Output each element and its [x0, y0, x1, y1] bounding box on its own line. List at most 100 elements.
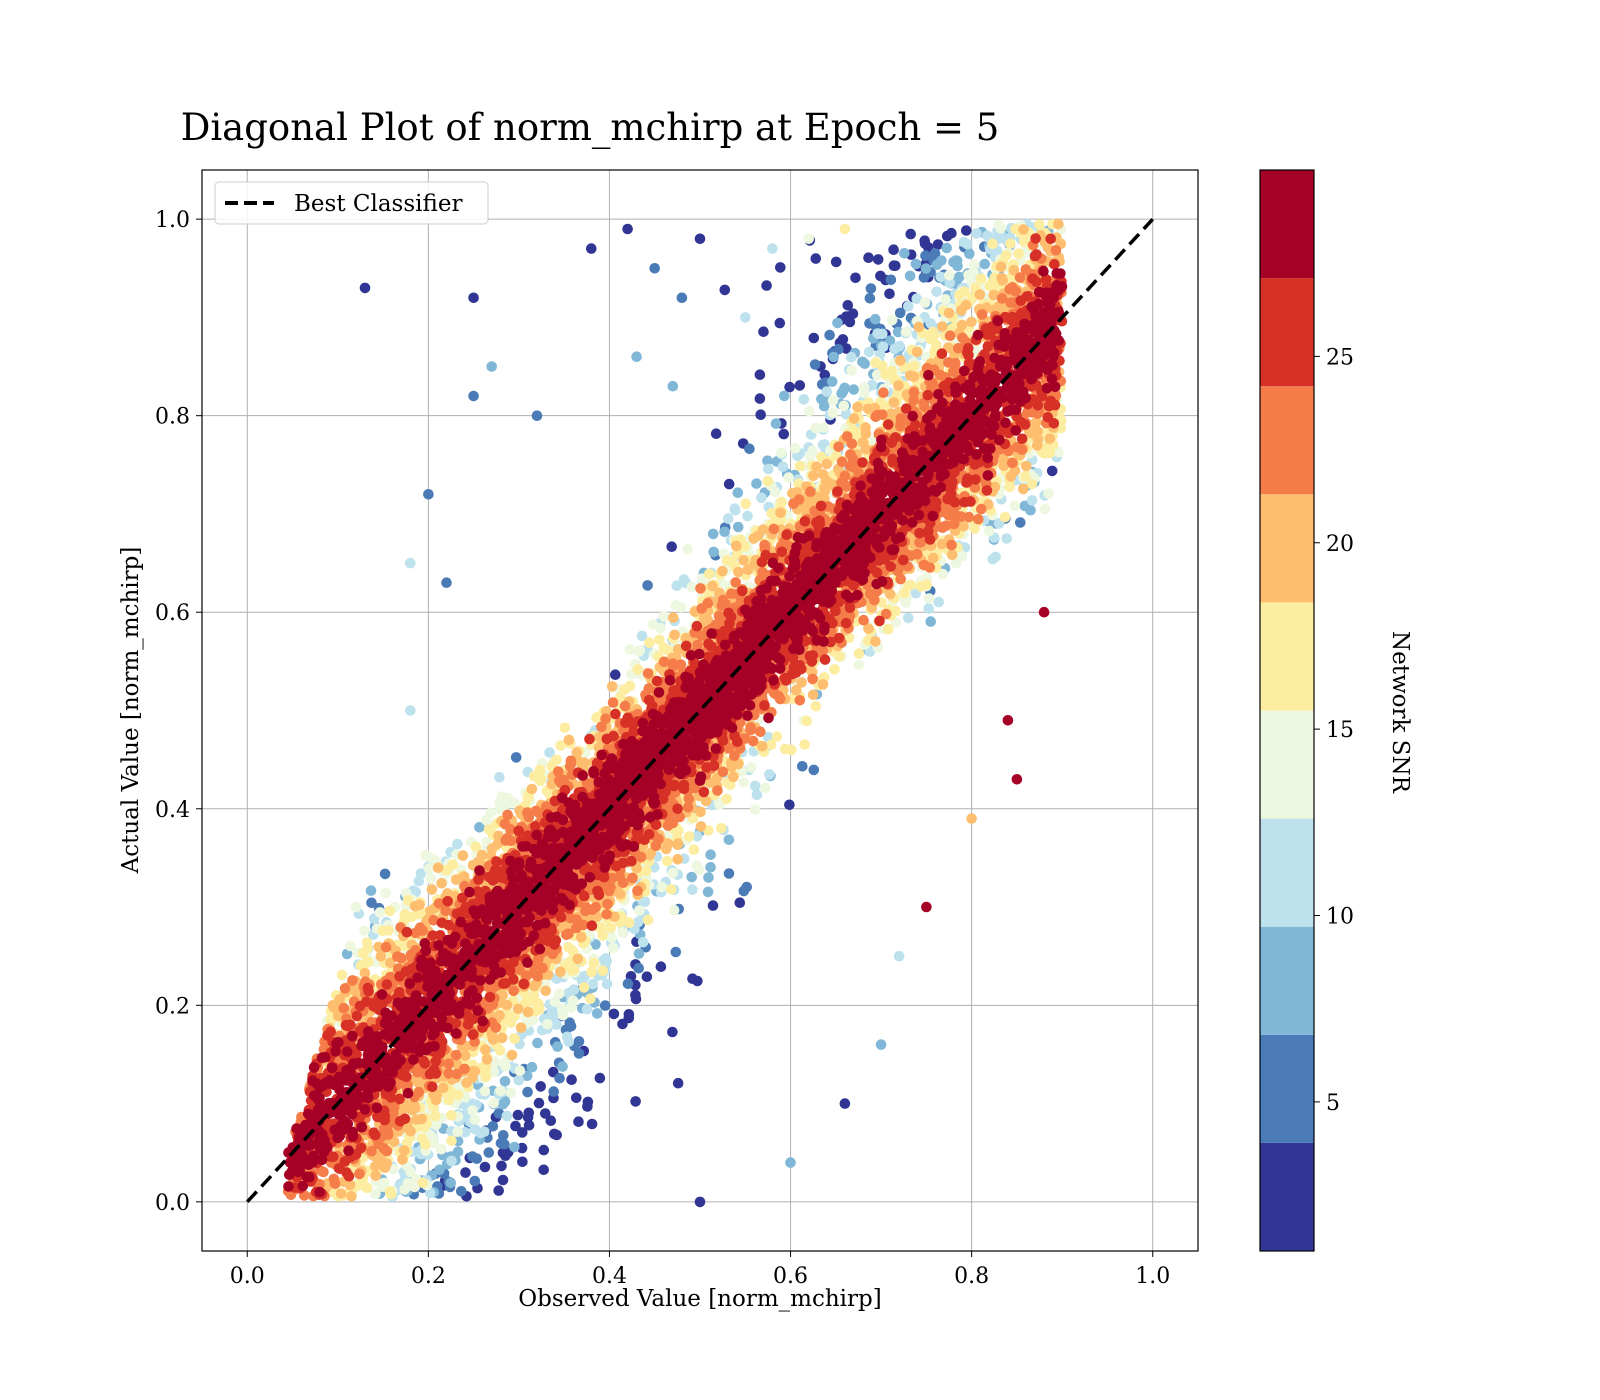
- scatter-point: [839, 470, 851, 482]
- scatter-point: [937, 568, 948, 580]
- scatter-point: [841, 431, 853, 442]
- scatter-point: [817, 679, 829, 690]
- scatter-point: [641, 865, 652, 877]
- scatter-point: [327, 1000, 339, 1011]
- scatter-point: [1018, 236, 1030, 247]
- scatter-point: [797, 761, 808, 772]
- scatter-point: [603, 885, 615, 897]
- scatter-point: [445, 1177, 457, 1189]
- scatter-point: [809, 359, 821, 370]
- scatter-point: [964, 248, 975, 259]
- scatter-point: [501, 1110, 513, 1122]
- scatter-point: [900, 597, 912, 608]
- scatter-point: [888, 260, 900, 272]
- scatter-point: [425, 873, 437, 884]
- scatter-point: [585, 993, 596, 1004]
- scatter-point: [910, 258, 922, 270]
- scatter-point: [847, 308, 859, 320]
- scatter-point: [535, 1081, 546, 1092]
- scatter-point: [370, 1161, 381, 1172]
- scatter-point: [514, 1065, 526, 1076]
- scatter-point: [599, 1000, 611, 1011]
- scatter-point: [606, 681, 618, 692]
- scatter-point: [544, 747, 555, 758]
- scatter-point: [669, 629, 680, 641]
- scatter-point: [911, 346, 923, 358]
- scatter-point: [411, 1114, 422, 1125]
- scatter-point: [554, 988, 565, 999]
- scatter-point: [935, 271, 947, 283]
- scatter-point: [860, 422, 871, 434]
- scatter-point: [467, 1151, 478, 1162]
- chart-title: Diagonal Plot of norm_mchirp at Epoch = …: [181, 106, 1000, 150]
- scatter-point: [888, 244, 899, 255]
- scatter-point: [794, 460, 806, 472]
- scatter-point: [534, 775, 546, 787]
- scatter-point: [731, 540, 742, 552]
- scatter-point: [567, 945, 579, 956]
- scatter-point: [345, 940, 356, 952]
- scatter-point: [341, 948, 353, 960]
- scatter-point: [746, 762, 757, 773]
- scatter-point: [524, 995, 535, 1007]
- scatter-point: [398, 1145, 410, 1156]
- scatter-point: [983, 525, 995, 537]
- scatter-point: [717, 766, 729, 778]
- scatter-point: [923, 603, 934, 614]
- scatter-point: [1019, 470, 1031, 482]
- scatter-point: [1019, 500, 1031, 512]
- scatter-point: [379, 868, 391, 880]
- scatter-point: [662, 820, 674, 831]
- scatter-point: [682, 543, 693, 555]
- scatter-point: [594, 1072, 606, 1084]
- scatter-point: [852, 401, 863, 413]
- scatter-point: [1005, 297, 1016, 308]
- scatter-point: [923, 242, 934, 253]
- scatter-point: [432, 862, 444, 873]
- scatter-point: [1046, 465, 1058, 477]
- scatter-point: [366, 1145, 377, 1157]
- scatter-point: [765, 739, 777, 750]
- scatter-point: [941, 230, 953, 242]
- scatter-point: [499, 1076, 511, 1087]
- scatter-point: [827, 407, 839, 419]
- scatter-point: [526, 1061, 538, 1073]
- scatter-point: [850, 272, 861, 284]
- scatter-point: [335, 1188, 347, 1199]
- scatter-point: [886, 365, 898, 377]
- scatter-point: [976, 309, 988, 320]
- scatter-point: [658, 656, 670, 668]
- scatter-point: [644, 637, 655, 648]
- scatter-point: [446, 1135, 457, 1146]
- scatter-point: [989, 481, 1001, 493]
- scatter-point: [826, 376, 838, 387]
- scatter-point: [606, 932, 618, 943]
- scatter-point: [954, 289, 965, 301]
- scatter-point: [845, 449, 856, 460]
- scatter-point: [694, 1196, 706, 1208]
- scatter-point: [971, 228, 982, 239]
- scatter-point: [509, 1033, 520, 1045]
- scatter-point: [1005, 238, 1016, 250]
- scatter-point: [798, 394, 810, 405]
- scatter-point: [810, 253, 822, 264]
- scatter-point: [497, 1174, 509, 1186]
- scatter-point: [328, 1173, 340, 1185]
- scatter-point: [375, 951, 387, 962]
- scatter-point: [707, 528, 719, 540]
- scatter-point: [864, 588, 876, 600]
- scatter-point: [667, 380, 679, 392]
- scatter-point: [1016, 444, 1028, 456]
- scatter-point: [801, 715, 813, 727]
- scatter-point: [750, 804, 761, 815]
- scatter-point: [481, 1054, 493, 1065]
- scatter-point: [911, 293, 923, 305]
- scatter-point: [958, 236, 970, 248]
- scatter-point: [818, 422, 829, 433]
- scatter-point: [597, 965, 609, 976]
- scatter-point: [1000, 250, 1012, 261]
- scatter-point: [495, 1085, 506, 1097]
- scatter-point: [370, 1170, 382, 1181]
- scatter-point: [940, 294, 951, 305]
- scatter-point: [995, 261, 1007, 273]
